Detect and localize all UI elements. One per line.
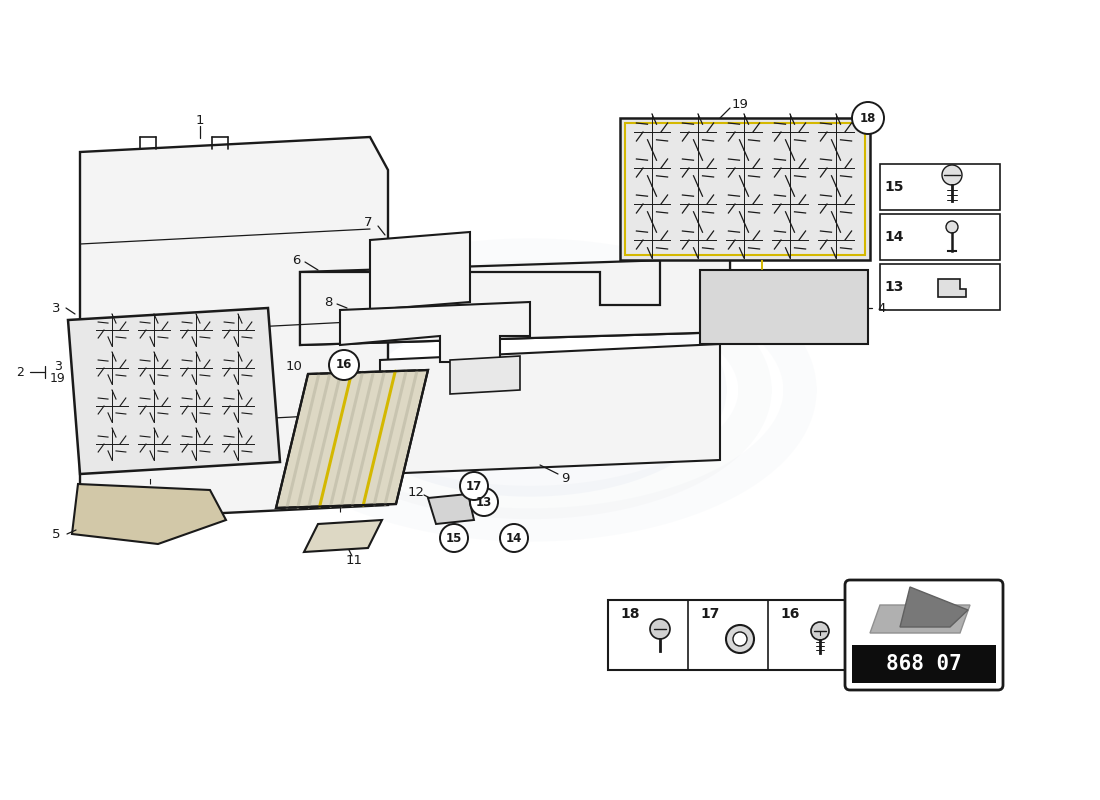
Polygon shape	[300, 258, 730, 345]
Text: 19: 19	[732, 98, 748, 110]
Text: 18: 18	[620, 607, 639, 621]
Text: a passion for parts since: a passion for parts since	[460, 410, 646, 463]
Text: 10: 10	[286, 359, 302, 373]
Bar	[880, 214, 1000, 260]
Text: 3: 3	[54, 359, 62, 373]
Circle shape	[942, 165, 962, 185]
Bar	[880, 264, 1000, 310]
Text: 16: 16	[336, 358, 352, 371]
Polygon shape	[620, 118, 870, 260]
Circle shape	[460, 472, 488, 500]
Text: 16: 16	[780, 607, 800, 621]
Text: 12: 12	[407, 486, 425, 498]
FancyBboxPatch shape	[845, 580, 1003, 690]
Text: 14: 14	[506, 531, 522, 545]
Polygon shape	[938, 279, 966, 297]
Circle shape	[500, 524, 528, 552]
Text: 14: 14	[884, 230, 904, 244]
Text: 13: 13	[884, 280, 904, 294]
Text: 8: 8	[323, 295, 332, 309]
Text: 7: 7	[364, 215, 372, 229]
Text: 15: 15	[446, 531, 462, 545]
Polygon shape	[276, 370, 428, 508]
Text: 17: 17	[466, 479, 482, 493]
Circle shape	[470, 488, 498, 516]
Polygon shape	[700, 270, 868, 344]
Circle shape	[329, 350, 359, 380]
Text: 13: 13	[476, 495, 492, 509]
Circle shape	[726, 625, 754, 653]
Circle shape	[852, 102, 884, 134]
Polygon shape	[900, 587, 968, 627]
Text: 3: 3	[52, 302, 60, 314]
Bar	[852, 645, 996, 683]
Text: 2: 2	[16, 366, 24, 378]
Circle shape	[440, 524, 467, 552]
Text: 9: 9	[561, 471, 569, 485]
Text: 18: 18	[860, 111, 877, 125]
Polygon shape	[72, 484, 225, 544]
Polygon shape	[450, 356, 520, 394]
Polygon shape	[80, 137, 388, 520]
Polygon shape	[300, 258, 730, 345]
Text: 4: 4	[878, 302, 887, 314]
Circle shape	[733, 632, 747, 646]
Polygon shape	[870, 605, 970, 633]
Polygon shape	[304, 520, 382, 552]
Text: 868 07: 868 07	[887, 654, 961, 674]
Text: 15: 15	[884, 180, 904, 194]
Circle shape	[811, 622, 829, 640]
Bar	[608, 600, 848, 670]
Polygon shape	[379, 344, 720, 474]
Text: 5: 5	[52, 527, 60, 541]
Circle shape	[650, 619, 670, 639]
Circle shape	[946, 221, 958, 233]
Text: 19: 19	[51, 371, 66, 385]
Text: 11: 11	[345, 554, 363, 566]
Text: 17: 17	[700, 607, 719, 621]
Polygon shape	[428, 494, 474, 524]
Text: 6: 6	[292, 254, 300, 266]
Polygon shape	[340, 302, 530, 362]
Text: 1: 1	[196, 114, 205, 126]
Polygon shape	[370, 232, 470, 310]
Bar	[880, 164, 1000, 210]
Polygon shape	[68, 308, 280, 474]
